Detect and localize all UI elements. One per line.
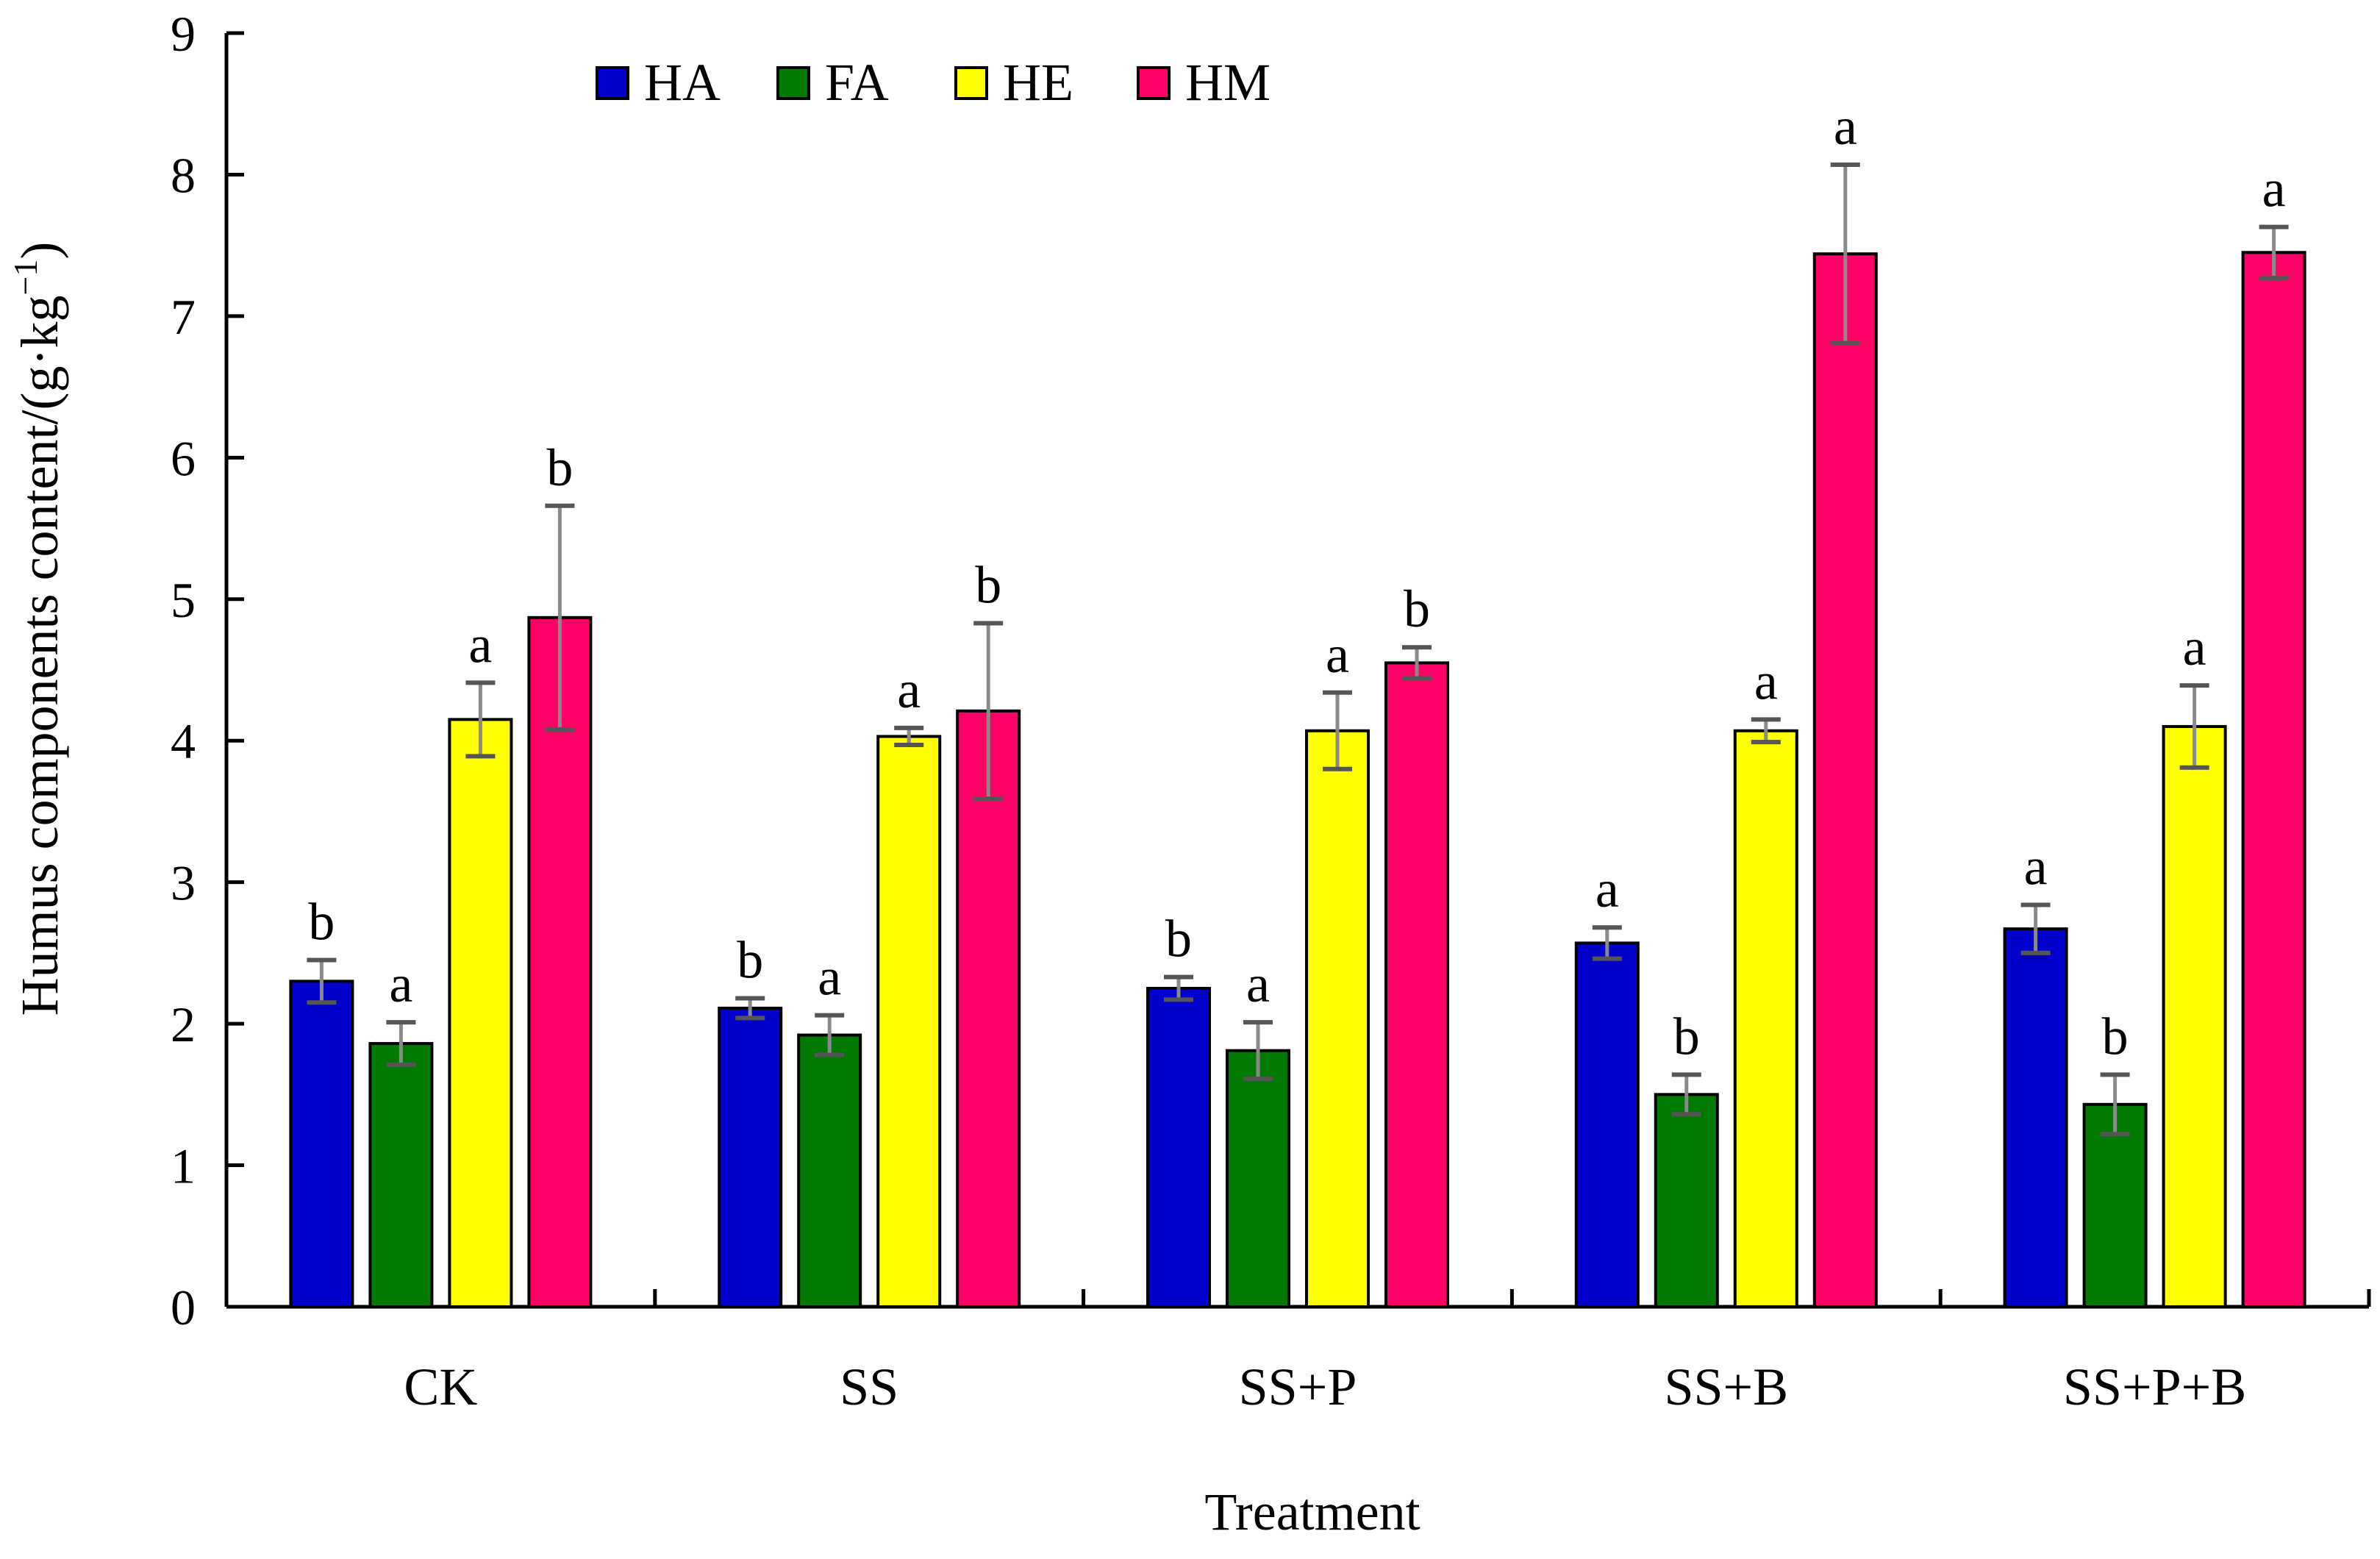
bar-he xyxy=(1733,729,1798,1308)
bar-fa xyxy=(1226,1049,1290,1308)
significance-letter: a xyxy=(1754,652,1778,710)
significance-letter: a xyxy=(2262,160,2286,218)
y-tick-label: 1 xyxy=(171,1138,196,1194)
y-axis-title-close: ) xyxy=(10,242,69,260)
y-tick-label: 4 xyxy=(171,713,196,769)
bar-ha xyxy=(718,1006,783,1309)
bar-ha xyxy=(2003,927,2068,1308)
x-tick-label: CK xyxy=(404,1358,477,1416)
y-axis-title-main: Humus components content/(g·kg xyxy=(10,296,69,1016)
significance-letter: a xyxy=(1326,625,1349,684)
legend-swatch-ha xyxy=(596,66,629,100)
legend-label-fa: FA xyxy=(825,53,889,112)
significance-letter: b xyxy=(546,438,573,497)
bar-he xyxy=(876,735,942,1308)
bar-hm xyxy=(2241,251,2306,1308)
legend-label-he: HE xyxy=(1003,53,1073,112)
y-tick-label: 0 xyxy=(171,1280,196,1335)
bar-hm xyxy=(1384,661,1449,1308)
bar-he xyxy=(448,718,513,1308)
significance-letter: a xyxy=(897,660,921,719)
legend: HA FA HE HM xyxy=(596,53,1271,112)
x-tick-label: SS+P+B xyxy=(2063,1358,2246,1416)
significance-letter: b xyxy=(737,930,763,989)
bar-ha xyxy=(1146,987,1211,1308)
legend-swatch-fa xyxy=(776,66,810,100)
bar-he xyxy=(1305,729,1370,1308)
significance-letter: b xyxy=(2102,1007,2129,1066)
bar-hm xyxy=(1812,252,1878,1308)
significance-letter: a xyxy=(2024,837,2048,896)
y-tick-label: 6 xyxy=(171,430,196,486)
y-axis-title-superscript: −1 xyxy=(7,260,44,296)
bar-fa xyxy=(1654,1093,1719,1309)
legend-swatch-hm xyxy=(1137,66,1171,100)
significance-letter: b xyxy=(308,893,335,952)
y-axis-title: Humus components content/(g·kg−1) xyxy=(7,242,69,1016)
significance-letter: a xyxy=(468,615,492,674)
bar-fa xyxy=(368,1042,434,1308)
bar-ha xyxy=(289,980,354,1309)
legend-label-hm: HM xyxy=(1185,53,1271,112)
y-tick-label: 7 xyxy=(171,289,196,345)
bar-fa xyxy=(2082,1102,2148,1308)
significance-letter: a xyxy=(818,948,841,1007)
y-tick-label: 3 xyxy=(171,855,196,911)
significance-letter: b xyxy=(1404,579,1430,638)
significance-letter: a xyxy=(389,955,412,1013)
y-tick-label: 5 xyxy=(171,572,196,628)
bar-fa xyxy=(797,1033,862,1309)
y-tick-label: 9 xyxy=(171,6,196,62)
significance-letter: b xyxy=(975,555,1001,614)
bar-hm xyxy=(527,616,593,1308)
significance-letter: b xyxy=(1165,910,1192,968)
y-tick-label: 2 xyxy=(171,996,196,1052)
bar-ha xyxy=(1574,941,1640,1308)
x-tick-label: SS+B xyxy=(1664,1358,1788,1416)
legend-label-ha: HA xyxy=(644,53,721,112)
significance-letter: a xyxy=(2183,618,2206,677)
significance-letter: a xyxy=(1246,955,1270,1013)
legend-swatch-he xyxy=(954,66,988,100)
y-tick-label: 8 xyxy=(171,147,196,203)
significance-letter: a xyxy=(1595,860,1619,918)
significance-letter: a xyxy=(1834,97,1857,156)
bar-he xyxy=(2162,724,2227,1308)
x-axis-title: Treatment xyxy=(1204,1483,1420,1541)
x-tick-label: SS+P xyxy=(1239,1358,1357,1416)
x-tick-label: SS xyxy=(840,1358,898,1416)
significance-letter: b xyxy=(1673,1007,1700,1066)
